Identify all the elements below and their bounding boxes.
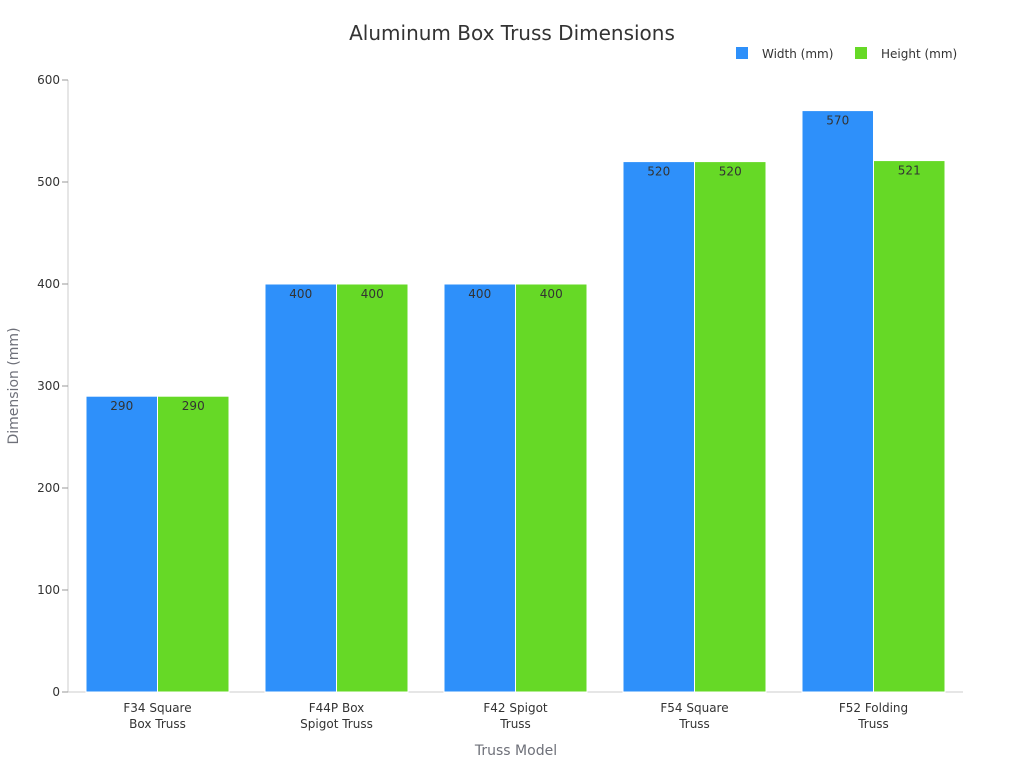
- chart-title: Aluminum Box Truss Dimensions: [349, 21, 675, 45]
- bar: [336, 283, 409, 693]
- bar-value-label: 290: [110, 399, 133, 413]
- bar: [85, 395, 158, 693]
- legend-label: Height (mm): [881, 47, 957, 61]
- bar-value-label: 520: [719, 165, 742, 179]
- y-axis-title: Dimension (mm): [6, 327, 22, 444]
- x-tick-label: F52 Folding Truss: [839, 701, 908, 731]
- y-tick-label: 100: [37, 583, 60, 597]
- bar-value-label: 400: [361, 287, 384, 301]
- y-tick-label: 400: [37, 277, 60, 291]
- bar: [264, 283, 337, 693]
- y-axis: 0 100 200 300 400 500 600: [37, 73, 69, 699]
- y-tick-label: 500: [37, 175, 60, 189]
- bar-value-label: 290: [182, 399, 205, 413]
- bar: [157, 395, 230, 693]
- bar-value-label: 400: [468, 287, 491, 301]
- bar: [694, 161, 767, 693]
- y-tick-label: 200: [37, 481, 60, 495]
- bars: [85, 110, 946, 693]
- bar-value-label: 520: [647, 165, 670, 179]
- y-tick-label: 600: [37, 73, 60, 87]
- bar: [801, 110, 874, 693]
- y-tick-label: 0: [52, 685, 60, 699]
- bar-value-label: 570: [826, 114, 849, 128]
- bar: [622, 161, 695, 693]
- bar-value-label: 521: [898, 164, 921, 178]
- bar-value-label: 400: [540, 287, 563, 301]
- legend-swatch: [736, 47, 748, 59]
- x-axis-title: Truss Model: [474, 743, 557, 759]
- x-tick-label: F44P Box Spigot Truss: [300, 701, 373, 731]
- x-tick-label: F42 Spigot Truss: [483, 701, 548, 731]
- x-axis: F34 Square Box Truss F44P Box Spigot Truss F…: [68, 691, 963, 731]
- y-tick-label: 300: [37, 379, 60, 393]
- legend-label: Width (mm): [762, 47, 833, 61]
- x-tick-label: F34 Square Box Truss: [123, 701, 191, 731]
- data-labels: 290 290 400 400 400 400 520 520 570 521: [110, 114, 920, 414]
- bar: [515, 283, 588, 693]
- bar-value-label: 400: [289, 287, 312, 301]
- legend: Width (mm) Height (mm): [736, 47, 957, 61]
- bar: [873, 160, 946, 693]
- legend-swatch: [855, 47, 867, 59]
- x-tick-label: F54 Square Truss: [660, 701, 728, 731]
- bar: [443, 283, 516, 693]
